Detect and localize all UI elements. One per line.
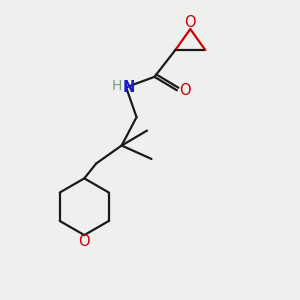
Text: O: O <box>184 15 196 30</box>
Text: O: O <box>179 83 191 98</box>
Text: O: O <box>79 234 90 249</box>
Text: N: N <box>122 80 135 95</box>
Text: H: H <box>112 79 122 93</box>
